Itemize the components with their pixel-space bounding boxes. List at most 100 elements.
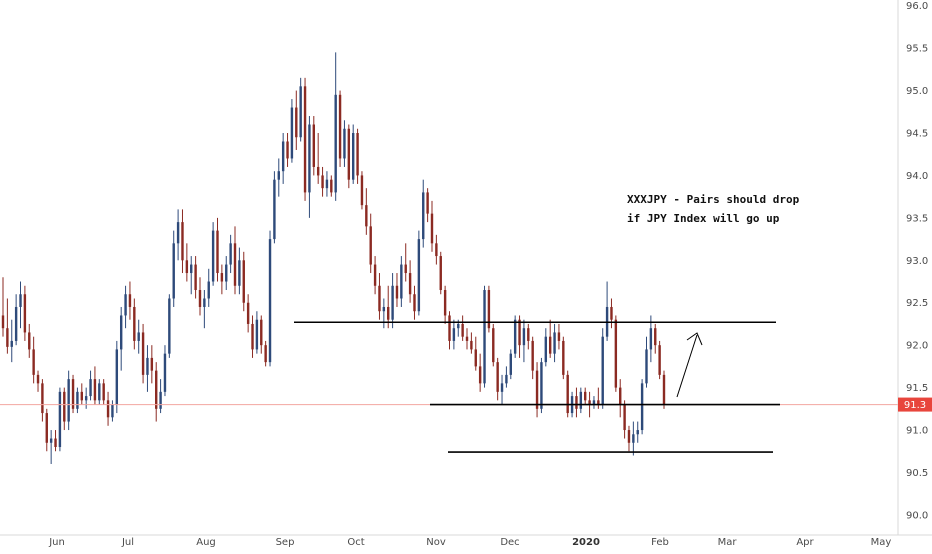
candle (343, 120, 346, 167)
candle (242, 251, 245, 312)
candle-body (216, 230, 219, 274)
candle-body (540, 362, 543, 409)
candle (408, 260, 412, 303)
candle (76, 387, 79, 414)
candle (264, 340, 267, 367)
candle-body (80, 391, 83, 401)
candle-body (588, 400, 591, 405)
candle-body (601, 336, 604, 405)
candle (627, 425, 631, 452)
candle-body (255, 319, 259, 350)
candle (155, 362, 158, 422)
candle (391, 273, 394, 329)
candle (41, 379, 44, 422)
candle-body (373, 264, 377, 286)
candle-body (203, 298, 206, 307)
candle (483, 285, 486, 388)
time-tick-label: Dec (500, 537, 519, 548)
candle (246, 294, 250, 333)
candle (527, 323, 530, 350)
candle-body (566, 374, 569, 414)
candle (640, 379, 644, 435)
candle-body (548, 336, 552, 354)
candle (658, 340, 661, 380)
candle-body (286, 141, 289, 159)
candle (111, 400, 114, 422)
candle-body (28, 332, 31, 350)
candle-body (229, 243, 232, 265)
candle (303, 77, 307, 201)
candle (562, 336, 565, 380)
price-tick-label: 93.0 (906, 256, 928, 267)
candle (325, 171, 329, 197)
candle-body (159, 391, 162, 409)
candle (128, 281, 132, 320)
time-axis: Jun Jul Aug Sep Oct Nov Dec 2020 Feb Mar Apr May (0, 534, 932, 548)
candle-body (133, 306, 136, 341)
price-tick-label: 90.0 (906, 510, 928, 521)
candle-body (330, 179, 333, 193)
candle-body (553, 332, 556, 354)
candle-body (649, 328, 653, 350)
candle (443, 285, 447, 324)
price-axis-bg (898, 0, 932, 550)
candle (413, 285, 416, 320)
candle (632, 421, 635, 456)
candle-body (299, 86, 302, 138)
candle (623, 400, 626, 439)
candle-body (500, 383, 504, 392)
candle-body (531, 340, 534, 371)
candle-body (41, 383, 44, 414)
candle (474, 336, 477, 371)
candle-body (474, 349, 477, 367)
candle-body (338, 94, 342, 159)
candle (211, 222, 215, 286)
candle (255, 311, 259, 354)
candle-body (168, 298, 171, 354)
price-tick-label: 96.0 (906, 1, 928, 12)
candle (365, 188, 368, 235)
candle-body (408, 273, 412, 295)
candle (238, 247, 241, 295)
candle (36, 370, 40, 392)
candle-body (395, 285, 399, 299)
candle (159, 379, 162, 414)
candle (330, 175, 333, 197)
candle-body (632, 434, 635, 443)
time-tick-label: Jun (48, 537, 65, 548)
candle (102, 379, 105, 405)
candle-body (535, 370, 539, 409)
candle (67, 370, 70, 431)
candle-body (63, 391, 66, 422)
candle-body (45, 413, 48, 443)
candle-body (181, 222, 184, 261)
price-tick-label: 91.5 (906, 383, 928, 394)
candle (312, 116, 316, 176)
candle (492, 323, 495, 367)
candle (6, 298, 9, 354)
candle-body (128, 294, 132, 307)
price-axis: 90.0 90.5 91.0 91.5 92.0 92.5 93.0 93.5 94.0 94.5… (897, 0, 932, 550)
candle (290, 99, 294, 163)
candle (500, 374, 504, 405)
candle (84, 387, 88, 409)
candle (137, 319, 140, 354)
time-tick-label: Oct (347, 537, 364, 548)
candle (654, 323, 657, 354)
candle-body (185, 260, 189, 274)
candle-body (190, 264, 193, 274)
candle (63, 387, 66, 431)
candle (216, 217, 219, 282)
candle-body (316, 166, 320, 176)
candle (71, 374, 75, 414)
candle-body (623, 404, 626, 431)
candle-body (233, 243, 237, 286)
candle-body (238, 260, 241, 286)
candle (430, 200, 434, 252)
candle-body (461, 323, 464, 337)
candle (478, 353, 482, 392)
candle (378, 273, 381, 320)
candle-body (312, 124, 316, 167)
price-tick-label: 90.5 (906, 468, 928, 479)
